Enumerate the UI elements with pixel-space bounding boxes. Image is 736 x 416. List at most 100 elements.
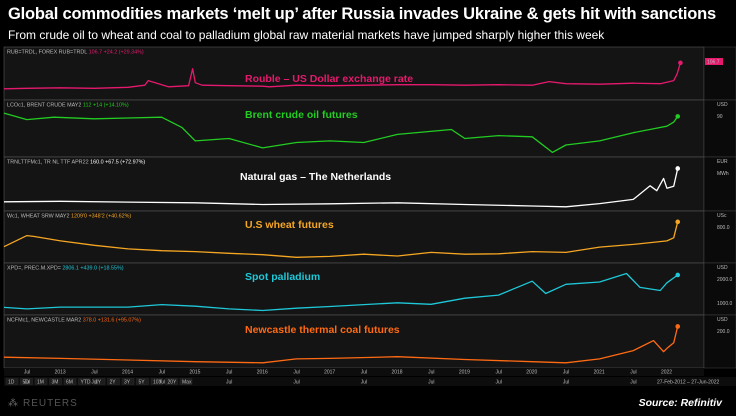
range-button-label: 10Y: [153, 380, 163, 386]
panel-background: [4, 47, 704, 100]
series-line: [3, 272, 679, 312]
panel-header: XPD=, PREC.M.XPD= 2806.1 +439.0 (+18.55%…: [7, 266, 124, 272]
panel-label: Natural gas – The Netherlands: [240, 171, 391, 183]
last-point-marker: [678, 60, 683, 66]
x-tick-year: 2016: [257, 370, 268, 376]
last-point-marker: [675, 219, 681, 225]
range-button-label: 5D: [23, 380, 30, 386]
date-range: 27-Feb-2012 – 27-Jun-2022: [657, 380, 719, 386]
x-tick-year: 2017: [324, 370, 335, 376]
bottom-tick-month: Jul: [630, 380, 636, 386]
chart-panel-1: RUB=TRDL, FOREX RUB=TRDL 106.7 +24.2 (+2…: [3, 46, 736, 101]
panel-label: Rouble – US Dollar exchange rate: [245, 73, 413, 85]
chart-panel-4: Wc1, WHEAT SRW MAY2 1209'0 +348'2 (+40.6…: [3, 210, 736, 264]
range-button-label: 6M: [66, 380, 73, 386]
range-button-20y[interactable]: [165, 378, 178, 385]
unit-label: EUR: [717, 159, 728, 165]
bottom-tick-month: Jul: [496, 380, 502, 386]
last-value-tag-text: 106.7: [707, 60, 720, 66]
chart-panel-5: XPD=, PREC.M.XPD= 2806.1 +439.0 (+18.55%…: [3, 262, 736, 316]
unit-label: USD: [717, 265, 728, 271]
x-tick-month: Jul: [563, 370, 569, 376]
x-tick-month: Jul: [428, 370, 434, 376]
range-button-5y[interactable]: [136, 378, 149, 385]
reuters-dot-icon: ⁂: [8, 398, 19, 409]
right-axis-strip: [703, 46, 736, 101]
x-tick-month: Jul: [24, 370, 30, 376]
range-button-label: 3M: [52, 380, 59, 386]
unit-label: USD: [717, 317, 728, 323]
panel-background: [4, 263, 704, 315]
panel-header-value: 1209'0 +348'2 (+40.62%): [71, 214, 131, 220]
range-button-label: Max: [182, 380, 192, 386]
range-button-label: 1M: [37, 380, 44, 386]
y-tick-label: 2000.0: [717, 277, 733, 283]
panel-label: U.S wheat futures: [245, 219, 334, 231]
range-button-ytd[interactable]: [78, 378, 91, 385]
last-value-tag: [705, 58, 723, 65]
bottom-tick-month: Jul: [563, 380, 569, 386]
range-button-3y[interactable]: [121, 378, 135, 385]
panel-header-value: 2806.1 +439.0 (+18.55%): [62, 266, 123, 272]
bottom-tick-month: Jul: [428, 380, 434, 386]
bottom-tick-month: Jul: [159, 380, 165, 386]
panel-label: Brent crude oil futures: [245, 109, 358, 121]
range-button-1d[interactable]: [5, 378, 19, 385]
right-axis-strip: [703, 314, 736, 369]
range-button-max[interactable]: [179, 378, 193, 385]
x-axis: 2013 2014 2015 2016 2017 2018 2019 2020 2021 2022…: [4, 368, 704, 376]
chart-panel-3: TRNLTTFMc1, TR NL TTF APR22 160.0 +67.5 …: [3, 156, 736, 212]
series-line: [3, 168, 679, 208]
x-tick-month: Jul: [630, 370, 636, 376]
panel-header: LCOc1, BRENT CRUDE MAY2 112 +14 (+14.10%…: [7, 103, 129, 109]
y-tick-label: MWh: [717, 171, 729, 177]
x-tick-year: 2019: [459, 370, 470, 376]
x-tick-year: 2022: [661, 370, 672, 376]
right-axis-strip: [703, 99, 736, 158]
range-button-1m[interactable]: [34, 378, 48, 385]
x-tick-year: 2018: [391, 370, 402, 376]
right-axis-strip: [703, 156, 736, 212]
panel-header-value: 106.7 +24.2 (+29.34%): [89, 50, 144, 56]
panel-header: Wc1, WHEAT SRW MAY2 1209'0 +348'2 (+40.6…: [7, 214, 131, 220]
x-axis-strip: [4, 368, 704, 376]
y-tick-label: 800.0: [717, 225, 730, 231]
range-button-label: 5Y: [139, 380, 146, 386]
x-tick-month: Jul: [293, 370, 299, 376]
range-button-5d[interactable]: [20, 378, 33, 385]
reuters-logo: ⁂ REUTERS: [8, 398, 78, 409]
panel-header-value: 112 +14 (+14.10%): [83, 103, 129, 109]
range-button-10y[interactable]: [150, 378, 164, 385]
panel-label: Newcastle thermal coal futures: [245, 324, 400, 336]
range-button-1y[interactable]: [92, 378, 106, 385]
page-subtitle: From crude oil to wheat and coal to pall…: [8, 28, 605, 42]
range-button-label: 1D: [8, 380, 15, 386]
x-tick-month: Jul: [226, 370, 232, 376]
range-button-3m[interactable]: [49, 378, 62, 385]
unit-label: USD: [717, 102, 728, 108]
y-tick-label: 1000.0: [717, 301, 733, 307]
panel-background: [4, 100, 704, 157]
series-line: [3, 62, 682, 90]
x-tick-month: Jul: [361, 370, 367, 376]
range-button-label: 3Y: [124, 380, 131, 386]
bottom-tick-month: Jul: [293, 380, 299, 386]
x-tick-year: 2014: [122, 370, 133, 376]
panel-header: RUB=TRDL, FOREX RUB=TRDL 106.7 +24.2 (+2…: [7, 50, 144, 56]
series-line: [3, 112, 679, 154]
bottom-tick-month: Jul: [24, 380, 30, 386]
bottom-tick-month: Jul: [361, 380, 367, 386]
panel-background: [4, 315, 704, 368]
x-tick-month: Jul: [91, 370, 97, 376]
range-button-6m[interactable]: [63, 378, 77, 385]
range-button-2y[interactable]: [107, 378, 120, 385]
y-tick-label: 200.0: [717, 329, 730, 335]
chart-panel-2: LCOc1, BRENT CRUDE MAY2 112 +14 (+14.10%…: [3, 99, 736, 158]
right-axis-strip: [703, 262, 736, 316]
range-bar: [4, 377, 736, 386]
source-note: Source: Refinitiv: [638, 397, 722, 409]
x-tick-month: Jul: [159, 370, 165, 376]
last-point-marker: [675, 324, 681, 329]
x-tick-month: Jul: [496, 370, 502, 376]
